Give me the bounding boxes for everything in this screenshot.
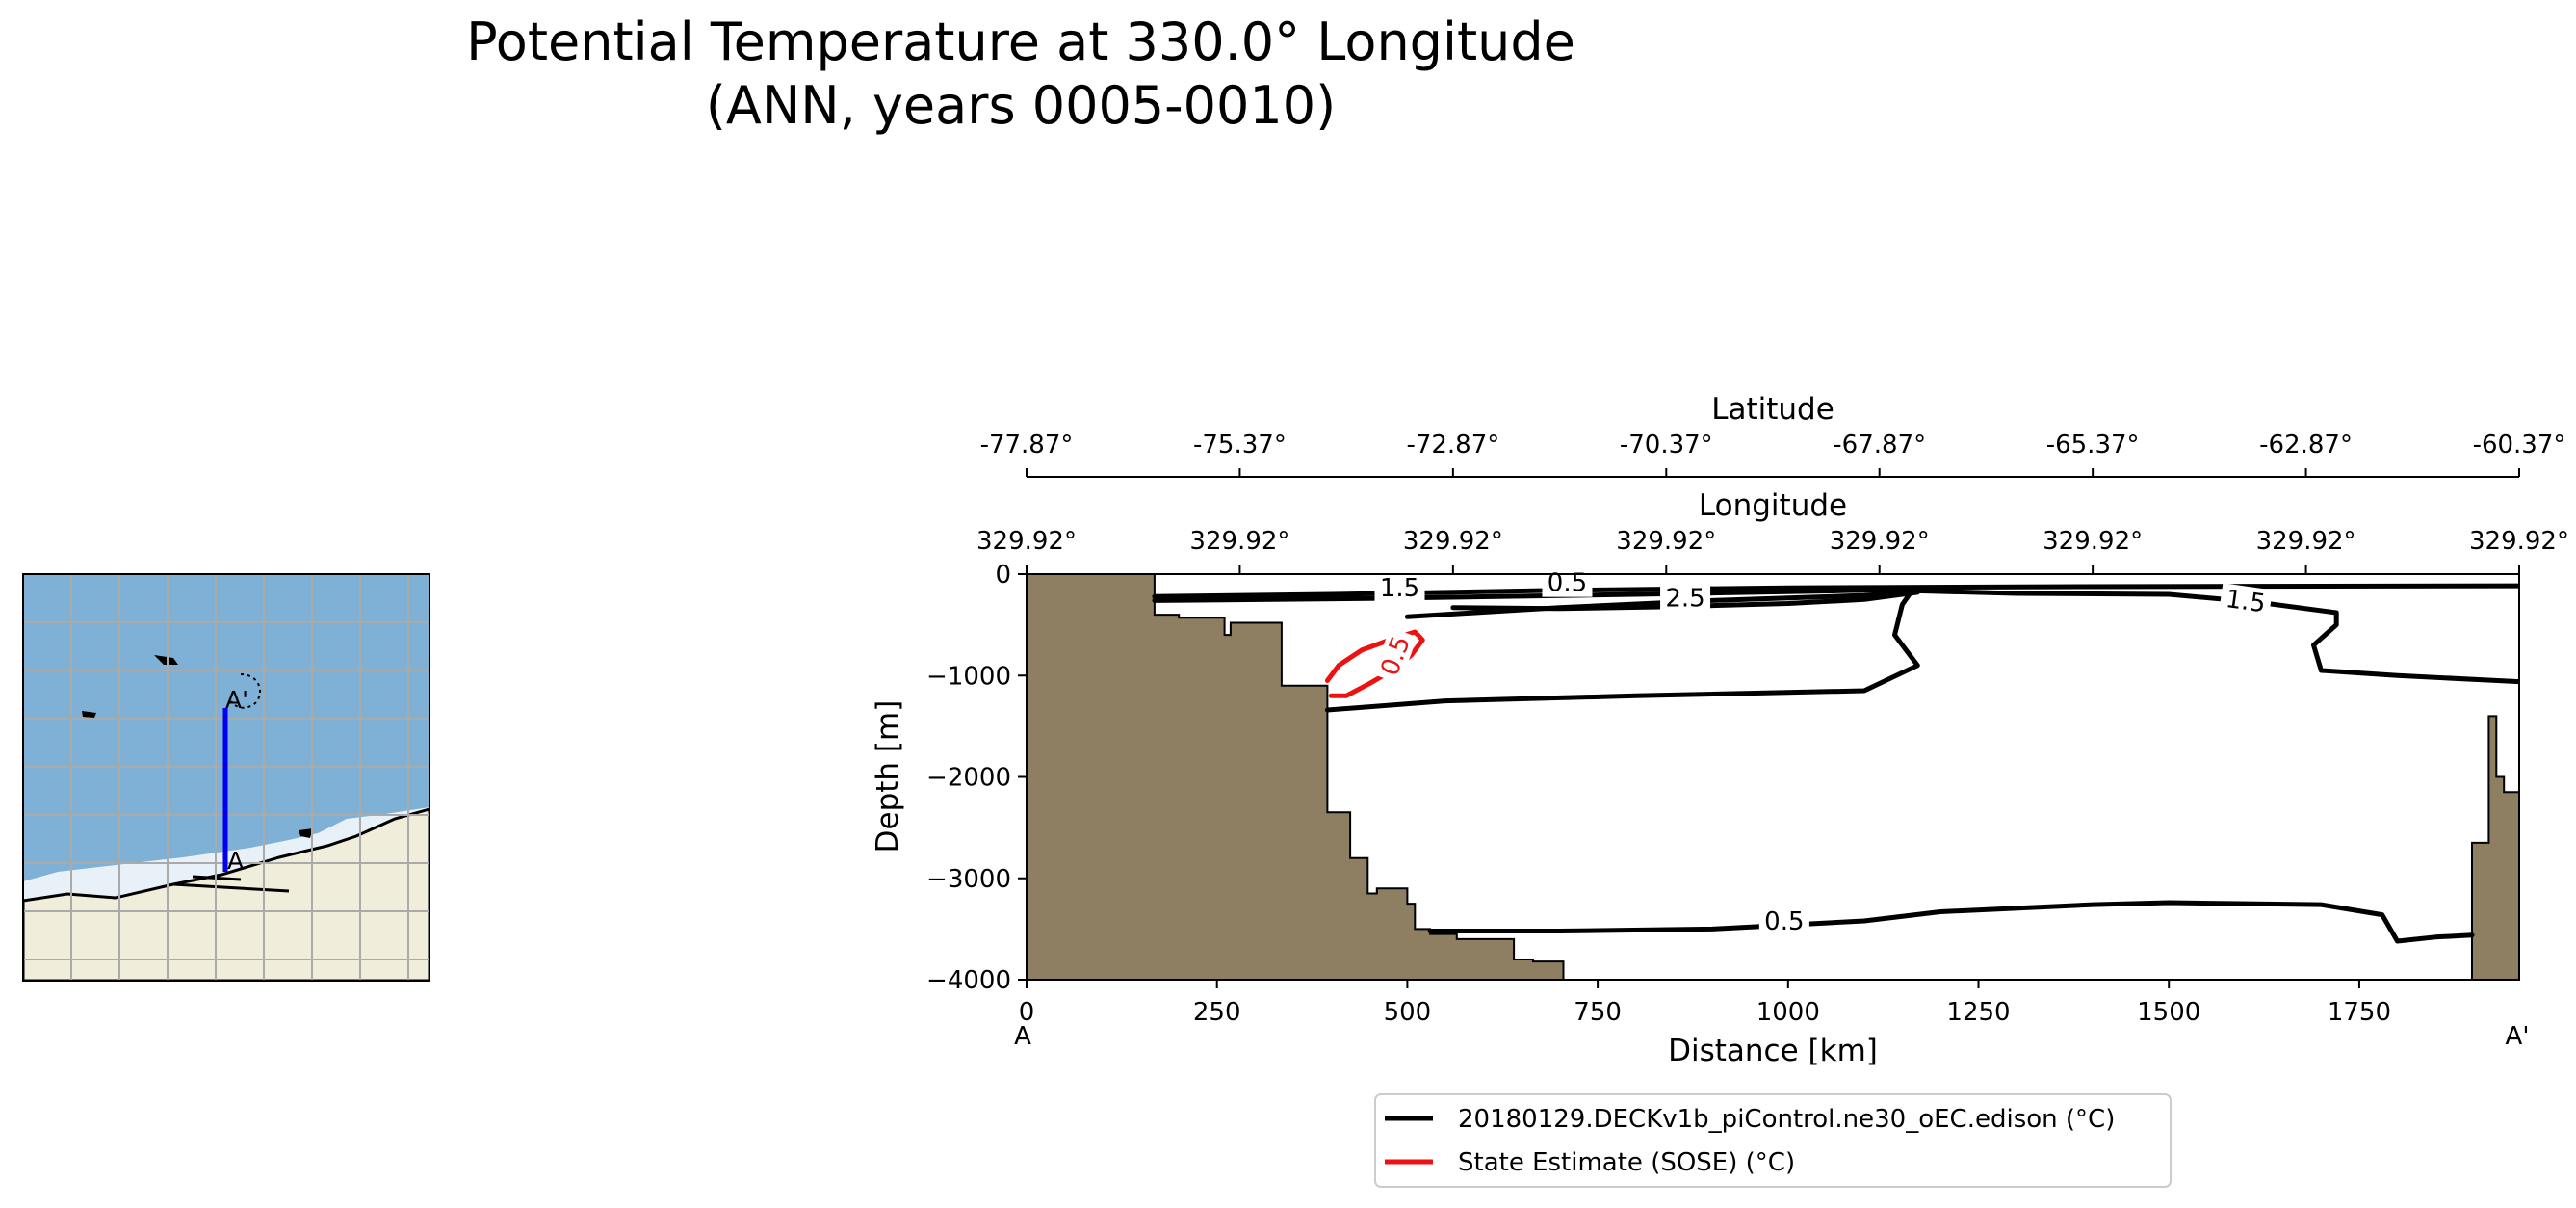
x-tick-label-7: 1750 (2328, 998, 2391, 1027)
contour-label-1: 1.5 (1380, 574, 1419, 603)
contour-label-layer: 0.51.5 2.5 1.50.50.5 (1372, 567, 2273, 936)
latitude-axis: Latitude (1027, 392, 2519, 478)
contour-sose-6 (1324, 629, 1425, 698)
y-tick-label-2: −2000 (926, 764, 1011, 793)
bathymetry-left (1027, 574, 1565, 980)
longitude-tick-label-2: 329.92° (1403, 527, 1503, 556)
longitude-tick-label-0: 329.92° (976, 527, 1077, 556)
longitude-tick-label-4: 329.92° (1830, 527, 1930, 556)
latitude-tick-label-5: -65.37° (2046, 431, 2140, 460)
longitude-tick-label-7: 329.92° (2469, 527, 2569, 556)
longitude-tick-label-3: 329.92° (1616, 527, 1716, 556)
contour-label-5: 0.5 (1764, 907, 1804, 936)
longitude-axis-title: Longitude (1699, 488, 1847, 523)
latitude-axis-title: Latitude (1711, 392, 1834, 427)
contour-model-3 (1914, 588, 2519, 685)
contour-model-5 (1427, 900, 2475, 944)
map-dotted-loop (230, 673, 261, 709)
x-tick-label-0: 0 (1019, 998, 1035, 1027)
map-land (23, 807, 429, 981)
bathymetry-right (2471, 715, 2519, 980)
latitude-tick-label-4: -67.87° (1833, 431, 1926, 460)
y-tick-label-0: 0 (995, 561, 1011, 590)
legend-box (1374, 1093, 2172, 1188)
legend: 20180129.DECKv1b_piControl.ne30_oEC.edis… (1374, 1093, 2172, 1188)
contour-label-3: 1.5 (2224, 585, 2267, 618)
longitude-axis: Longitude (1699, 488, 1847, 523)
x-axis-title: Distance [km] (1668, 1034, 1878, 1068)
contour-label-2: 2.5 (1665, 584, 1704, 613)
latitude-tick-label-6: -62.87° (2259, 431, 2353, 460)
latitude-tick-label-2: -72.87° (1406, 431, 1499, 460)
x-tick-label-5: 1250 (1946, 998, 2010, 1027)
map-island-2 (82, 711, 96, 718)
plot-area: 0.51.5 2.5 1.50.50.5 (1026, 567, 2520, 981)
latitude-tick-label-1: -75.37° (1193, 431, 1287, 460)
legend-label-sose: State Estimate (SOSE) (°C) (1458, 1148, 1795, 1177)
legend-label-model: 20180129.DECKv1b_piControl.ne30_oEC.edis… (1458, 1105, 2115, 1134)
longitude-tick-label-5: 329.92° (2043, 527, 2143, 556)
longitude-tick-label-1: 329.92° (1189, 527, 1289, 556)
contour-label-bg-2 (1660, 583, 1711, 613)
map-frame (22, 573, 430, 982)
map-point-label-a-prime: A' (225, 686, 248, 714)
contour-label-bg-5 (1758, 906, 1809, 936)
map-island-3 (299, 828, 313, 838)
contour-label-bg-0 (1542, 567, 1593, 597)
x-tick-label-3: 750 (1574, 998, 1622, 1027)
contour-model-4 (1324, 586, 1920, 713)
map-inset: A' A (22, 573, 430, 982)
contour-model-2 (1450, 590, 1920, 612)
y-tick-label-1: −1000 (926, 662, 1011, 691)
chart-title-line-1: Potential Temperature at 330.0° Longitud… (466, 12, 1575, 72)
map-point-label-a: A (227, 847, 244, 875)
x-endpoint-label-a-prime: A' (2506, 1022, 2530, 1051)
map-island-1 (154, 655, 178, 665)
x-tick-label-4: 1000 (1756, 998, 1820, 1027)
x-tick-label-1: 250 (1193, 998, 1241, 1027)
x-axis-ticks: 0 250 500 750 1000 1250 1500 1750 (1019, 980, 2391, 1027)
latitude-tick-label-7: -60.37° (2473, 431, 2566, 460)
x-tick-label-2: 500 (1384, 998, 1432, 1027)
latitude-tick-label-0: -77.87° (980, 431, 1074, 460)
y-axis-ticks: 0 −1000 −2000 −3000 −4000 (926, 561, 1027, 995)
contour-label-bg-3 (2219, 583, 2273, 619)
bathymetry-layer (1027, 574, 2519, 980)
y-axis-title: Depth [m] (871, 700, 905, 853)
longitude-tick-label-6: 329.92° (2256, 527, 2356, 556)
top-axis-ticks: -77.87° -75.37° -72.87° -70.37° -67.87° -65.3… (976, 431, 2569, 574)
x-endpoint-label-a: A (1014, 1022, 1031, 1051)
x-tick-label-6: 1500 (2137, 998, 2200, 1027)
latitude-tick-label-3: -70.37° (1620, 431, 1713, 460)
y-tick-label-4: −4000 (926, 966, 1011, 995)
chart-title-line-2: (ANN, years 0005-0010) (706, 75, 1336, 136)
y-tick-label-3: −3000 (926, 865, 1011, 894)
contour-label-bg-6 (1372, 627, 1418, 685)
contour-label-bg-1 (1374, 572, 1425, 602)
